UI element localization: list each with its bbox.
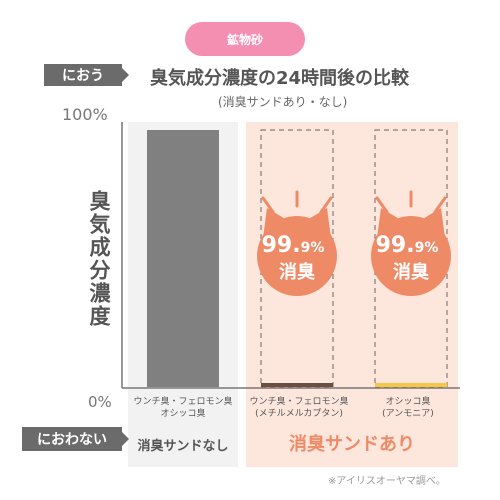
not-smelly-tag: におわない	[22, 427, 129, 451]
bar	[261, 383, 333, 387]
badge-label: 消臭	[279, 261, 315, 283]
category-pill: 鉱物砂	[185, 22, 305, 56]
x-tick-label: ウンチ臭・フェロモン臭 オシッコ臭	[133, 397, 233, 419]
badge-percent: 99.9%	[376, 233, 439, 258]
burst-line	[319, 196, 333, 214]
group-label-with: 消臭サンドあり	[289, 434, 415, 455]
reduction-badge: 99.9% 消臭	[371, 190, 451, 296]
burst-line	[261, 196, 275, 214]
y-tick-0: 0%	[88, 393, 112, 411]
badge-circle	[371, 216, 451, 296]
badge-circle	[257, 216, 337, 296]
source-note: ※アイリスオーヤマ調べ。	[328, 476, 446, 487]
reduction-badge: 99.9% 消臭	[257, 190, 337, 296]
badge-label: 消臭	[393, 261, 429, 283]
smelly-tag: におう	[44, 64, 129, 86]
badge-percent: 99.9%	[262, 233, 325, 258]
group-label-without: 消臭サンドなし	[137, 439, 229, 454]
burst-line	[375, 196, 389, 214]
chart-subtitle: (消臭サンドあり・なし)	[218, 95, 348, 109]
y-axis-label: 臭気成分濃度	[87, 190, 111, 328]
y-tick-100: 100%	[62, 105, 108, 124]
chart-title: 臭気成分濃度の24時間後の比較	[150, 68, 410, 89]
x-tick-label: オシッコ臭 (アンモニア)	[382, 397, 434, 419]
with-sand-panel	[246, 122, 458, 467]
burst-line	[433, 196, 447, 214]
bar	[375, 383, 447, 387]
bar	[147, 130, 219, 387]
x-tick-label: ウンチ臭・フェロモン臭 (メチルメルカプタン)	[249, 397, 349, 419]
